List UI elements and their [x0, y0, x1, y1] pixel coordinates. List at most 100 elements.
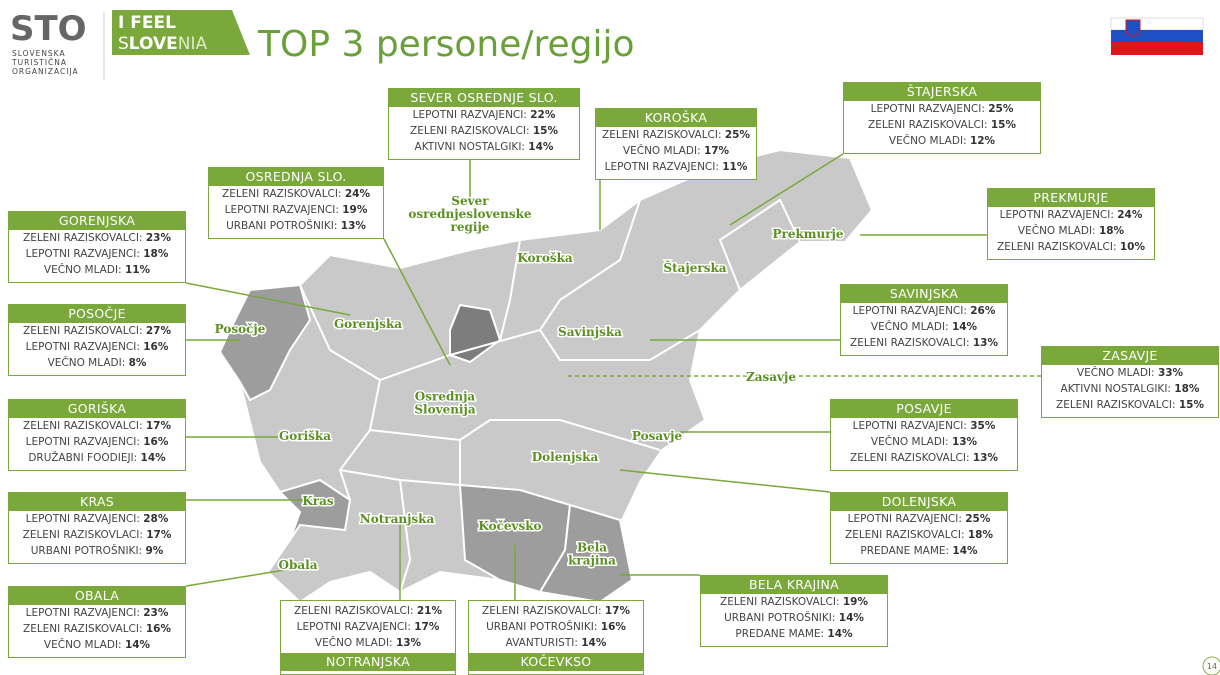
persona-share: 18% — [143, 248, 169, 260]
map-label: Štajerska — [663, 259, 726, 275]
persona-share: 13% — [395, 637, 422, 649]
persona-label: AKTIVNI NOSTALGIKI: — [1060, 383, 1171, 395]
persona-label: URBANI POTROŠNIKI: — [226, 220, 338, 232]
persona-share: 18% — [1174, 383, 1200, 395]
persona-label: VEČNO MLADI: — [314, 637, 393, 649]
flag-red — [1111, 42, 1203, 55]
persona-row: ZELENI RAZISKOVALCI: 23% — [9, 230, 185, 246]
persona-share: 15% — [532, 125, 558, 137]
persona-label: ZELENI RAZISKOVALCI: — [23, 420, 143, 432]
persona-label: VEČNO MLADI: — [870, 321, 949, 333]
map-label: Notranjska — [360, 512, 435, 526]
border — [499, 239, 521, 341]
region-box: OSREDNJA SLO. ZELENI RAZISKOVALCI: 24% LEP… — [208, 167, 384, 239]
persona-share: 16% — [143, 436, 169, 448]
persona-row: ZELENI RAZISKOVALCI: 15% — [1042, 397, 1218, 413]
persona-label: ZELENI RAZISKOVALCI: — [222, 188, 342, 200]
persona-label: LEPOTNI RAZVAJENCI: — [604, 161, 719, 173]
persona-share: 24% — [344, 188, 370, 200]
persona-row: ZELENI RAZISKOVALCI: 10% — [988, 239, 1154, 255]
persona-share: 33% — [1157, 367, 1184, 379]
persona-row: LEPOTNI RAZVAJENCI: 19% — [209, 202, 383, 218]
map-label: Kras — [302, 494, 334, 508]
map-label-line: Obala — [279, 558, 318, 572]
region-title: DOLENJSKA — [831, 493, 1007, 511]
border — [718, 198, 801, 291]
region-posocje — [218, 283, 312, 402]
persona-label: LEPOTNI RAZVAJENCI: — [999, 209, 1114, 221]
persona-row: VEČNO MLADI: 12% — [844, 133, 1040, 149]
region-box: ZELENI RAZISKOVALCI: 17% URBANI POTROŠNIK… — [468, 600, 644, 675]
map-label: Gorenjska — [334, 317, 402, 331]
flag-blue — [1111, 30, 1203, 42]
map-label-line: Notranjska — [360, 512, 435, 526]
persona-label: URBANI POTROŠNIKI: — [30, 545, 143, 557]
persona-row: VEČNO MLADI: 17% — [596, 143, 756, 159]
persona-label: ZELENI RAZISKOVALCI: — [1056, 399, 1176, 411]
persona-row: ZELENI RAZISKOVALCI: 13% — [841, 335, 1007, 351]
persona-share: 17% — [414, 621, 440, 633]
region-box: ZELENI RAZISKOVALCI: 21% LEPOTNI RAZVAJEN… — [280, 600, 456, 675]
map-label-line: Bela — [577, 541, 607, 555]
persona-label: VEČNO MLADI: — [47, 357, 126, 369]
persona-row: LEPOTNI RAZVAJENCI: 28% — [9, 511, 185, 527]
persona-share: 15% — [1178, 399, 1204, 411]
slogan-part: LOVE — [129, 34, 178, 54]
persona-label: URBANI POTROŠNIKI: — [724, 612, 836, 624]
persona-row: ZELENI RAZISKOVALCI: 17% — [469, 603, 643, 619]
persona-share: 23% — [143, 607, 169, 619]
region-title: SEVER OSREDNJE SLO. — [389, 89, 579, 107]
slide-title: TOP 3 persone/regijo — [257, 24, 635, 65]
persona-row: LEPOTNI RAZVAJENCI: 23% — [9, 605, 185, 621]
map-label-line: krajina — [568, 554, 616, 568]
persona-share: 10% — [1119, 241, 1145, 253]
border — [299, 284, 382, 501]
persona-row: LEPOTNI RAZVAJENCI: 17% — [281, 619, 455, 635]
region-box: PREKMURJE LEPOTNI RAZVAJENCI: 24% VEČNO ML… — [987, 188, 1155, 260]
persona-row: ZELENI RAZISKOVALCI: 13% — [831, 450, 1017, 466]
persona-share: 25% — [724, 129, 750, 141]
persona-label: LEPOTNI RAZVAJENCI: — [852, 420, 967, 432]
persona-share: 23% — [145, 232, 171, 244]
persona-row: LEPOTNI RAZVAJENCI: 11% — [596, 159, 756, 175]
persona-label: LEPOTNI RAZVAJENCI: — [852, 305, 967, 317]
slogan-line2: SLOVENIA — [118, 34, 208, 54]
map-label-line: Štajerska — [663, 259, 726, 275]
persona-row: VEČNO MLADI: 14% — [841, 319, 1007, 335]
persona-label: ZELENI RAZISKOVALCI: — [294, 605, 414, 617]
persona-share: 14% — [827, 628, 853, 640]
logo-line: TURISTIČNA — [11, 58, 67, 67]
persona-share: 14% — [952, 545, 978, 557]
map-label-line: Gorenjska — [334, 317, 402, 331]
persona-share: 11% — [124, 264, 151, 276]
persona-label: ZELENI RAZISKOVALCI: — [845, 529, 965, 541]
persona-label: ZELENI RAZISKOVALCI: — [850, 452, 970, 464]
map-label: Obala — [279, 558, 318, 572]
persona-share: 12% — [969, 135, 996, 147]
persona-share: 35% — [970, 420, 996, 432]
region-box: SEVER OSREDNJE SLO. LEPOTNI RAZVAJENCI: 2… — [388, 88, 580, 160]
persona-share: 9% — [145, 545, 164, 557]
slogan-line1: I FEEL — [118, 13, 176, 33]
persona-share: 13% — [972, 337, 998, 349]
persona-row: VEČNO MLADI: 33% — [1042, 365, 1218, 381]
slogan-bg — [112, 10, 250, 55]
region-title: BELA KRAJINA — [701, 576, 887, 594]
persona-row: VEČNO MLADI: 8% — [9, 355, 185, 371]
persona-share: 15% — [990, 119, 1016, 131]
persona-row: ZELENI RAZISKOVLACI: 17% — [9, 527, 185, 543]
persona-share: 21% — [416, 605, 442, 617]
persona-row: LEPOTNI RAZVAJENCI: 16% — [9, 434, 185, 450]
persona-share: 16% — [600, 621, 626, 633]
persona-share: 8% — [128, 357, 147, 369]
map-label-line: Savinjska — [558, 325, 622, 339]
persona-share: 13% — [972, 452, 998, 464]
flag-white — [1110, 17, 1204, 31]
persona-label: ZELENI RAZISKOVLACI: — [22, 529, 143, 541]
persona-row: VEČNO MLADI: 11% — [9, 262, 185, 278]
persona-share: 14% — [838, 612, 864, 624]
region-borders — [299, 198, 801, 593]
region-box: KOROŠKA ZELENI RAZISKOVALCI: 25% VEČNO MLA… — [595, 108, 757, 180]
persona-row: LEPOTNI RAZVAJENCI: 24% — [988, 207, 1154, 223]
